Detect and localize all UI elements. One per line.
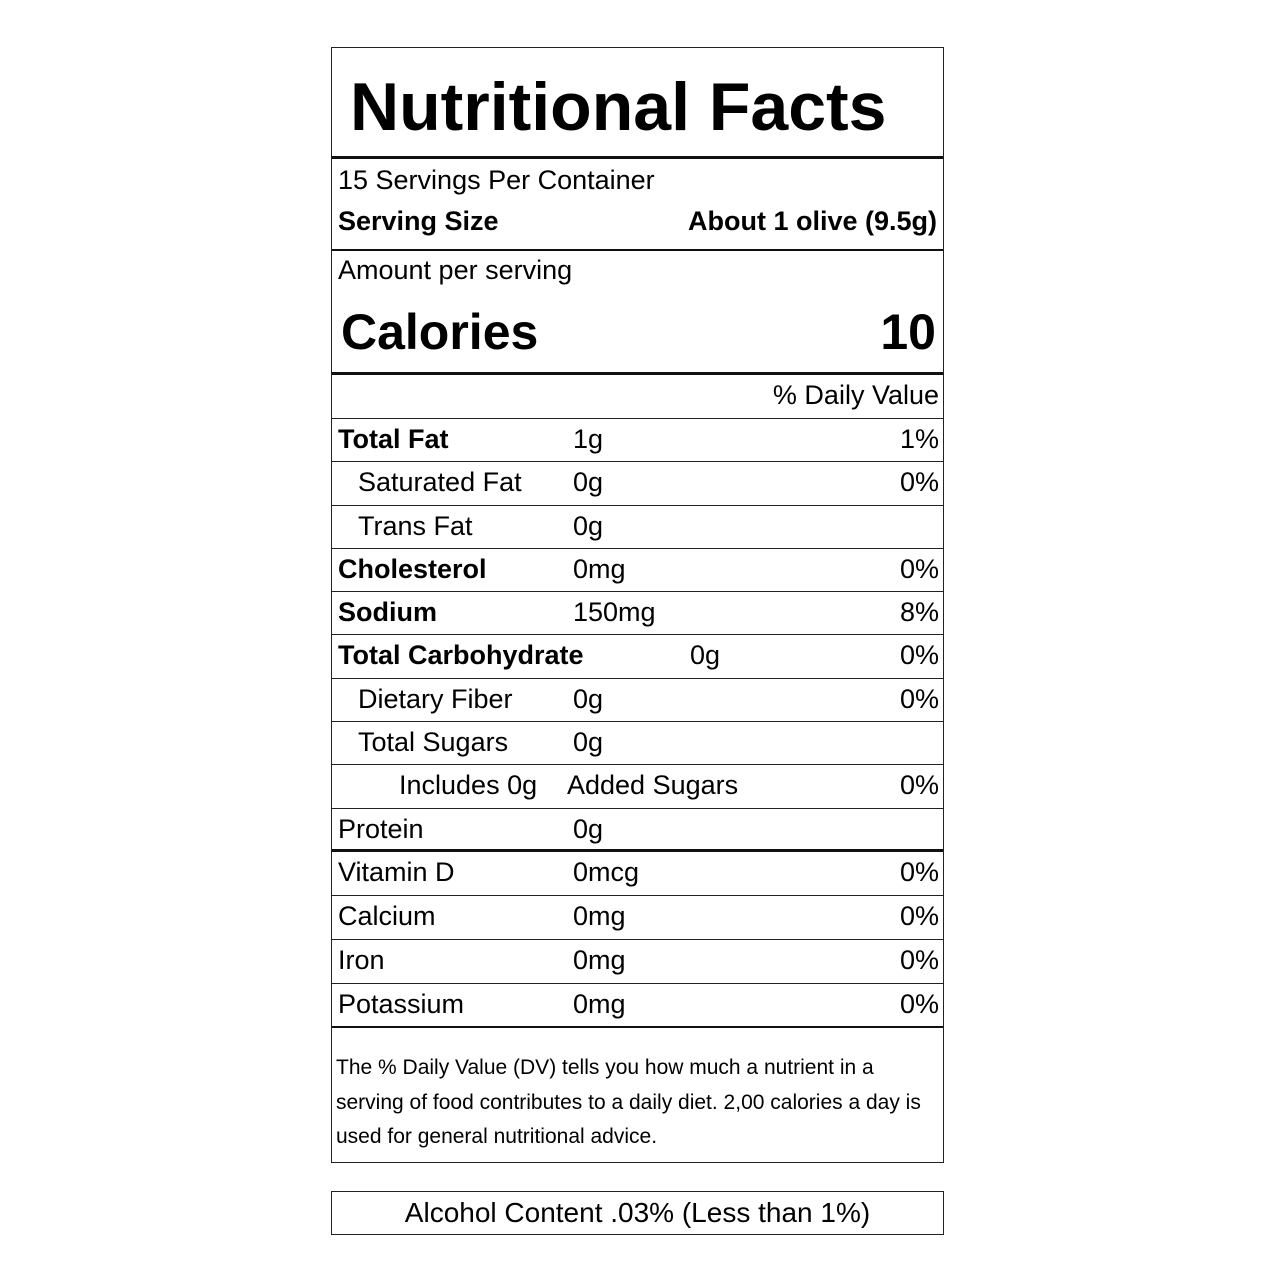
nutrient-amount: 0g <box>573 813 604 844</box>
nutrient-name: Vitamin D <box>338 856 455 887</box>
nutrient-name: Cholesterol <box>338 553 487 584</box>
table-row: Includes 0g Added Sugars 0% <box>332 765 943 809</box>
nutrient-daily-value: 0% <box>899 553 939 584</box>
calories-section: Amount per serving Calories 10 <box>332 251 943 375</box>
calories-label: Calories <box>341 304 539 360</box>
table-row: Potassium 0mg 0% <box>332 984 943 1028</box>
nutrient-name: Sodium <box>338 597 437 628</box>
table-row: Iron 0mg 0% <box>332 940 943 984</box>
table-row: Dietary Fiber 0g 0% <box>332 679 943 723</box>
table-row: Sodium 150mg 8% <box>332 592 943 636</box>
nutrient-daily-value: 1% <box>899 424 939 454</box>
nutrient-name: Potassium <box>338 988 465 1019</box>
table-row: Calcium 0mg 0% <box>332 896 943 940</box>
nutrient-amount: 0mg <box>573 988 626 1019</box>
nutrient-name: Protein <box>338 813 424 844</box>
nutrient-name: Trans Fat <box>358 510 473 541</box>
nutrient-name: Iron <box>338 944 385 975</box>
table-row: Cholesterol 0mg 0% <box>332 549 943 593</box>
nutrient-daily-value: 0% <box>899 467 939 498</box>
amount-per-serving: Amount per serving <box>338 255 573 285</box>
serving-size-value: About 1 olive (9.5g) <box>687 206 937 236</box>
table-row: Protein 0g <box>332 809 943 852</box>
nutrient-name: Calcium <box>338 900 436 931</box>
nutrient-amount: 0mcg <box>573 856 640 887</box>
daily-value-header-row: % Daily Value <box>332 375 943 419</box>
nutrient-amount: 150mg <box>573 597 656 628</box>
nutrient-daily-value: 0% <box>899 683 939 714</box>
nutrient-daily-value: 0% <box>899 856 939 887</box>
nutrient-amount: Added Sugars <box>567 770 739 801</box>
nutrient-daily-value: 0% <box>899 988 939 1019</box>
nutrient-amount: 0g <box>573 510 604 541</box>
servings-per-container: 15 Servings Per Container <box>338 165 655 195</box>
table-row: Total Carbohydrate 0g 0% <box>332 635 943 679</box>
nutrient-daily-value: 0% <box>899 944 939 975</box>
vitamin-rows: Vitamin D 0mcg 0% Calcium 0mg 0% Iron 0mg 0% Pota… <box>332 852 943 1028</box>
nutrient-rows: Total Fat 1g 1% Saturated Fat 0g 0% Trans Fat 0… <box>332 419 943 852</box>
nutrient-amount: 0mg <box>573 944 626 975</box>
nutrient-amount: 1g <box>573 424 604 454</box>
label-title: Nutritional Facts <box>350 69 887 145</box>
daily-value-header: % Daily Value <box>772 380 939 410</box>
nutrient-amount: 0mg <box>573 553 626 584</box>
nutrient-amount: 0g <box>573 727 604 758</box>
serving-size-label: Serving Size <box>338 206 499 236</box>
calories-value: 10 <box>880 304 936 360</box>
nutrition-label: Nutritional Facts 15 Servings Per Contai… <box>331 47 944 1163</box>
nutrient-name: Total Carbohydrate <box>338 640 584 671</box>
nutrient-name: Includes 0g <box>399 770 538 801</box>
nutrient-name: Total Fat <box>338 424 449 454</box>
serving-section: 15 Servings Per Container Serving Size A… <box>332 159 943 251</box>
nutrient-daily-value: 0% <box>899 640 939 671</box>
nutrient-daily-value: 0% <box>899 900 939 931</box>
table-row: Saturated Fat 0g 0% <box>332 462 943 506</box>
nutrient-daily-value: 0% <box>899 770 939 801</box>
table-row: Total Fat 1g 1% <box>332 419 943 463</box>
nutrient-amount: 0g <box>573 683 604 714</box>
table-row: Trans Fat 0g <box>332 506 943 549</box>
nutrient-name: Dietary Fiber <box>358 683 513 714</box>
table-row: Total Sugars 0g <box>332 722 943 766</box>
nutrient-amount: 0g <box>690 640 721 671</box>
nutrient-amount: 0g <box>573 467 604 498</box>
alcohol-content: Alcohol Content .03% (Less than 1%) <box>331 1191 944 1235</box>
table-row: Vitamin D 0mcg 0% <box>332 852 943 896</box>
nutrient-name: Total Sugars <box>358 727 509 758</box>
nutrient-daily-value: 8% <box>899 597 939 628</box>
footnote: The % Daily Value (DV) tells you how muc… <box>336 1056 921 1148</box>
nutrient-name: Saturated Fat <box>358 467 522 498</box>
title-section: Nutritional Facts <box>332 48 943 159</box>
nutrient-amount: 0mg <box>573 900 626 931</box>
